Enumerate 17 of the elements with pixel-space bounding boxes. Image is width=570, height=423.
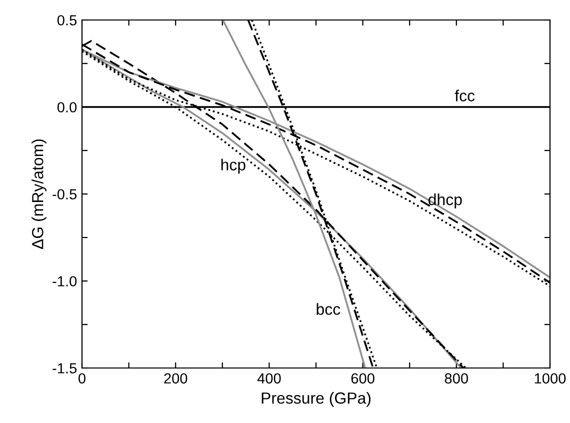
- y-tick-label: -0.5: [52, 189, 77, 200]
- x-tick-label: 400: [257, 373, 281, 384]
- x-tick-label: 600: [351, 373, 374, 384]
- y-tick-label: -1.5: [52, 363, 77, 374]
- x-axis-title: Pressure (GPa): [262, 392, 370, 407]
- x-tick-label: 800: [444, 373, 468, 384]
- series-label: dhcp: [428, 194, 462, 208]
- series-label: bcc: [316, 303, 340, 315]
- y-tick-label: 0.0: [57, 102, 77, 112]
- y-tick-label: 0.5: [57, 15, 77, 26]
- series-label: fcc: [454, 90, 475, 102]
- y-tick-label: -1.0: [52, 276, 77, 286]
- series-label: hcp: [221, 158, 246, 174]
- x-tick-label: 200: [164, 373, 188, 384]
- x-tick-label: 0: [78, 373, 86, 384]
- x-tick-label: 1000: [534, 373, 566, 384]
- y-axis-title: ΔG (mRy/atom): [32, 140, 46, 249]
